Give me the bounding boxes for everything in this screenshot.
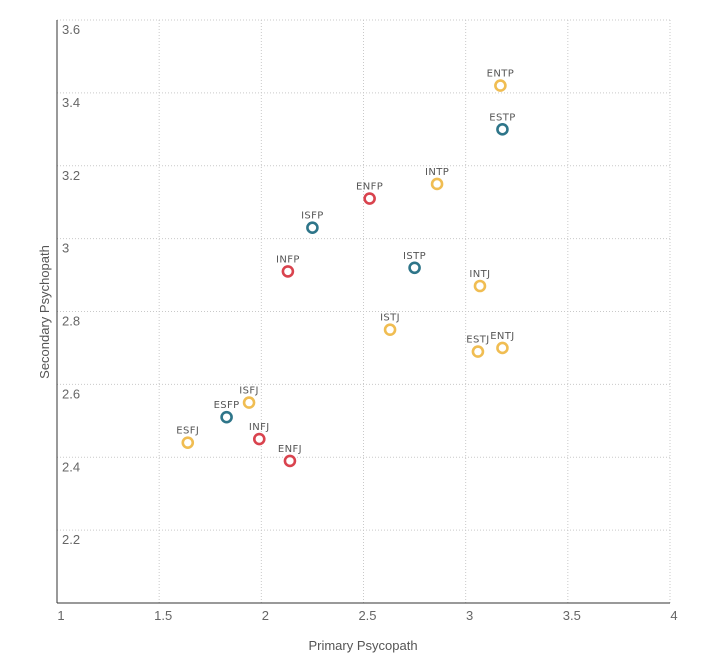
y-tick-label: 3 bbox=[62, 241, 69, 256]
x-axis-title: Primary Psycopath bbox=[308, 638, 417, 653]
point-entp bbox=[494, 79, 507, 92]
point-label-estp: ESTP bbox=[489, 112, 515, 123]
point-label-istj: ISTJ bbox=[380, 313, 400, 324]
point-entj bbox=[496, 341, 509, 355]
y-tick-label: 2.4 bbox=[62, 459, 80, 474]
y-tick-label: 2.6 bbox=[62, 386, 80, 401]
point-label-istp: ISTP bbox=[403, 251, 426, 262]
point-infp bbox=[281, 265, 295, 278]
point-label-enfj: ENFJ bbox=[278, 444, 302, 455]
point-intj bbox=[473, 279, 487, 293]
y-tick-label: 2.8 bbox=[62, 314, 80, 329]
point-label-intj: INTJ bbox=[469, 269, 490, 280]
point-label-entj: ENTJ bbox=[490, 331, 514, 342]
point-label-entp: ENTP bbox=[487, 69, 515, 80]
data-points: ENTP ESTP INTP ENFP ISFP INFP ISTP INTJ ISTJ ESTJ… bbox=[176, 69, 515, 468]
point-label-isfj: ISFJ bbox=[239, 386, 259, 397]
point-label-infp: INFP bbox=[276, 254, 300, 265]
point-enfj bbox=[283, 454, 297, 468]
point-intp bbox=[430, 177, 444, 191]
point-label-esfp: ESFP bbox=[214, 400, 240, 411]
x-tick-label: 4 bbox=[670, 608, 677, 623]
x-tick-label: 3 bbox=[466, 608, 473, 623]
point-esfj bbox=[181, 436, 195, 449]
y-tick-label: 3.2 bbox=[62, 168, 80, 183]
point-istj bbox=[383, 323, 397, 337]
x-tick-label: 2 bbox=[262, 608, 269, 623]
point-estj bbox=[471, 345, 485, 358]
x-tick-label: 2.5 bbox=[358, 608, 376, 623]
point-label-estj: ESTJ bbox=[466, 335, 489, 346]
point-isfj bbox=[242, 396, 256, 409]
point-infj bbox=[252, 432, 266, 446]
x-tick-label: 1 bbox=[57, 608, 64, 623]
y-tick-label: 2.2 bbox=[62, 532, 80, 547]
axes bbox=[56, 20, 670, 604]
point-label-intp: INTP bbox=[425, 167, 449, 178]
point-isfp bbox=[306, 221, 319, 234]
x-tick-label: 1.5 bbox=[154, 608, 172, 623]
point-enfp bbox=[363, 192, 376, 205]
point-label-isfp: ISFP bbox=[301, 211, 324, 222]
point-label-esfj: ESFJ bbox=[176, 426, 199, 437]
y-tick-label: 3.6 bbox=[62, 22, 80, 37]
point-istp bbox=[408, 261, 421, 275]
tick-labels: 1 1.5 2 2.5 3 3.5 4 2.2 2.4 2.6 2.8 3 3.2 3.4 3.6 bbox=[57, 22, 677, 623]
y-axis-title: Secondary Psychopath bbox=[37, 245, 52, 379]
grid bbox=[57, 19, 671, 603]
point-label-infj: INFJ bbox=[249, 422, 270, 433]
point-label-enfp: ENFP bbox=[356, 182, 383, 193]
y-tick-label: 3.4 bbox=[62, 95, 80, 110]
point-esfp bbox=[220, 410, 233, 424]
point-estp bbox=[496, 123, 509, 136]
x-tick-label: 3.5 bbox=[563, 608, 581, 623]
